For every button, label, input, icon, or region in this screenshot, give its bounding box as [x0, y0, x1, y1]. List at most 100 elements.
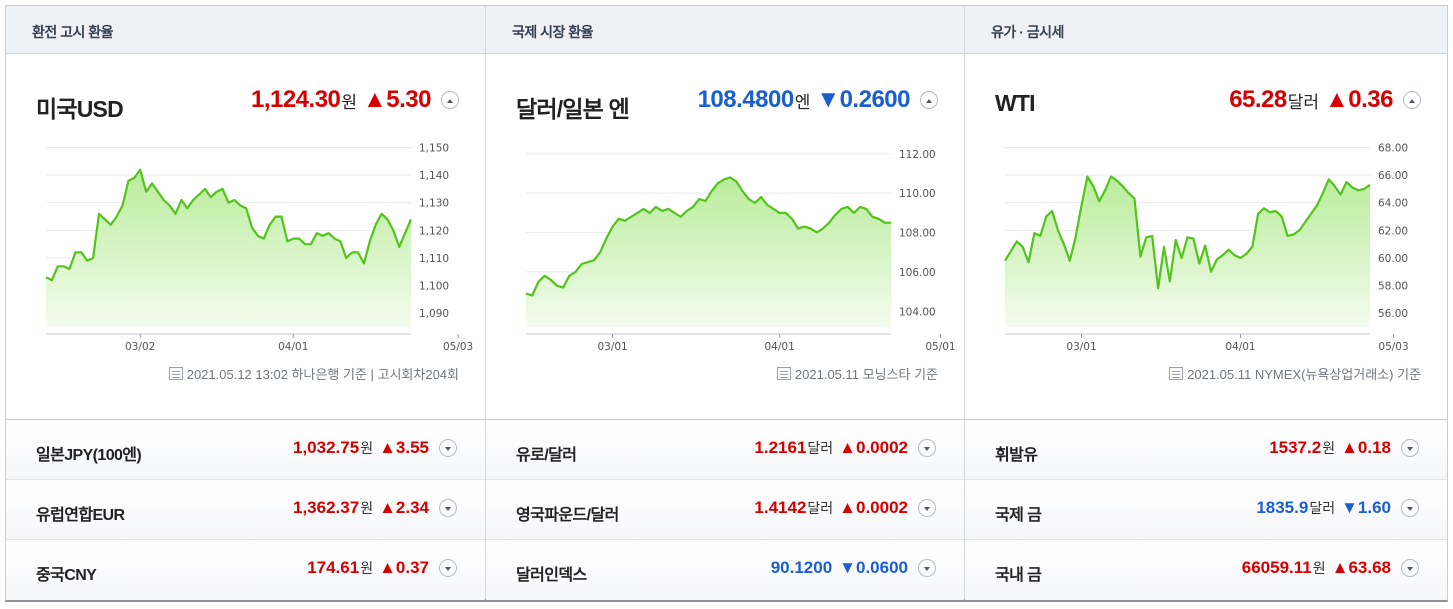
series-line [45, 168, 413, 282]
sub-rate-name: 달러인덱스 [516, 567, 587, 584]
y-tick-label: 1,110 [419, 253, 449, 265]
document-icon [168, 367, 183, 380]
main-rate-name: 달러/일본 엔 [516, 96, 630, 122]
x-tick-label: 03/02 [125, 341, 155, 353]
y-tick-label: 110.00 [899, 188, 936, 200]
sub-rate-name: 국내 금 [995, 567, 1042, 584]
chevron-down-icon[interactable] [918, 559, 936, 577]
sub-rate-name: 유럽연합EUR [36, 507, 125, 524]
sub-rate-value: 1835.9 [1256, 498, 1309, 517]
sub-rate-list: 휘발유 1537.2 원 ▲0.18 국제 금 1835.9 달러 ▼1.60 [965, 419, 1447, 600]
main-rate[interactable]: 달러/일본 엔 108.4800 엔 ▼0.2600 [486, 86, 964, 122]
document-icon [776, 367, 791, 380]
chevron-down-icon[interactable] [918, 439, 936, 457]
main-rate[interactable]: 미국USD 1,124.30 원 ▲5.30 [6, 86, 485, 122]
main-rate[interactable]: WTI 65.28 달러 ▲0.36 [965, 86, 1447, 120]
main-rate-value: 65.28 [1229, 86, 1287, 113]
source-note: 2021.05.11 NYMEX(뉴욕상업거래소) 기준 [1169, 364, 1421, 383]
panel-oil-gold: 유가 · 금시세 WTI 65.28 달러 ▲0.36 68.00 66.00 64… [965, 6, 1447, 600]
sub-rate-row[interactable]: 유럽연합EUR 1,362.37 원 ▲2.34 [6, 480, 485, 540]
sub-rate-change: ▼0.0600 [839, 558, 908, 577]
source-text: 2021.05.12 13:02 하나은행 기준 | 고시회차204회 [186, 367, 459, 382]
sub-rate-name: 국제 금 [995, 507, 1042, 524]
sub-rate-name: 휘발유 [995, 447, 1038, 464]
source-text: 2021.05.11 NYMEX(뉴욕상업거래소) 기준 [1187, 367, 1421, 382]
sub-rate-change: ▲2.34 [379, 498, 429, 517]
panel-header[interactable]: 유가 · 금시세 [965, 6, 1447, 54]
sub-rate-row[interactable]: 휘발유 1537.2 원 ▲0.18 [965, 420, 1447, 480]
sub-rate-unit: 원 [1312, 560, 1326, 576]
sub-rate-unit: 달러 [1309, 500, 1336, 516]
y-tick-label: 1,150 [419, 143, 449, 155]
sub-rate-value: 1,362.37 [293, 498, 360, 517]
x-tick-label: 04/01 [765, 341, 795, 353]
main-rate-change: ▲0.36 [1325, 86, 1393, 113]
sub-rate-change: ▲0.37 [379, 558, 429, 577]
sub-rate-row[interactable]: 영국파운드/달러 1.4142 달러 ▲0.0002 [486, 480, 964, 540]
sub-rate-name: 유로/달러 [516, 447, 577, 464]
sub-rate-row[interactable]: 중국CNY 174.61 원 ▲0.37 [6, 540, 485, 600]
x-tick-label: 05/01 [925, 341, 955, 353]
sub-rate-row[interactable]: 일본JPY(100엔) 1,032.75 원 ▲3.55 [6, 420, 485, 480]
sub-rate-unit: 원 [360, 560, 374, 576]
x-tick-label: 04/01 [278, 341, 308, 353]
y-tick-label: 56.00 [1378, 308, 1408, 320]
chevron-down-icon[interactable] [1401, 499, 1419, 517]
source-text: 2021.05.11 모닝스타 기준 [794, 367, 938, 382]
trend-chart: 68.00 66.00 64.00 62.00 60.00 58.00 56.00 03/01… [1004, 143, 1409, 353]
chevron-up-icon[interactable] [1403, 91, 1421, 109]
y-tick-label: 104.00 [899, 306, 936, 318]
sub-rate-change: ▲0.0002 [839, 498, 908, 517]
sub-rate-change: ▲63.68 [1331, 558, 1391, 577]
chevron-up-icon[interactable] [920, 91, 938, 109]
area-fill [46, 169, 411, 327]
main-rate-unit: 달러 [1287, 92, 1320, 112]
sub-rate-row[interactable]: 유로/달러 1.2161 달러 ▲0.0002 [486, 420, 964, 480]
sub-rate-row[interactable]: 국제 금 1835.9 달러 ▼1.60 [965, 480, 1447, 540]
x-tick-label: 05/03 [443, 341, 473, 353]
chevron-down-icon[interactable] [918, 499, 936, 517]
chevron-down-icon[interactable] [1401, 559, 1419, 577]
series-line [525, 176, 891, 297]
y-tick-label: 1,140 [419, 170, 449, 182]
area-fill [526, 177, 891, 327]
chevron-down-icon[interactable] [439, 439, 457, 457]
sub-rate-name: 중국CNY [36, 567, 97, 584]
main-rate-unit: 엔 [794, 92, 811, 112]
area-fill [1005, 176, 1370, 327]
y-tick-label: 108.00 [899, 228, 936, 240]
sub-rate-list: 유로/달러 1.2161 달러 ▲0.0002 영국파운드/달러 1.4142 … [486, 419, 964, 600]
sub-rate-change: ▲0.18 [1341, 438, 1391, 457]
chevron-down-icon[interactable] [1401, 439, 1419, 457]
sub-rate-row[interactable]: 달러인덱스 90.1200 ▼0.0600 [486, 540, 964, 600]
y-tick-label: 58.00 [1378, 281, 1408, 293]
sub-rate-change: ▲0.0002 [839, 438, 908, 457]
trend-chart: 112.00 110.00 108.00 106.00 104.00 03/01 04/01… [525, 149, 956, 353]
y-tick-label: 62.00 [1378, 225, 1408, 237]
sub-rate-list: 일본JPY(100엔) 1,032.75 원 ▲3.55 유럽연합EUR 1,3… [6, 419, 485, 600]
sub-rate-value: 174.61 [307, 558, 360, 577]
source-note: 2021.05.11 모닝스타 기준 [776, 364, 938, 383]
panel-header[interactable]: 국제 시장 환율 [486, 6, 964, 54]
chevron-down-icon[interactable] [439, 559, 457, 577]
y-tick-label: 112.00 [899, 149, 936, 161]
source-note: 2021.05.12 13:02 하나은행 기준 | 고시회차204회 [168, 364, 459, 383]
sub-rate-value: 1,032.75 [293, 438, 360, 457]
sub-rate-name: 일본JPY(100엔) [36, 447, 142, 464]
sub-rate-value: 1.2161 [754, 438, 807, 457]
main-rate-change: ▼0.2600 [816, 86, 910, 113]
chevron-down-icon[interactable] [439, 499, 457, 517]
y-tick-label: 106.00 [899, 267, 936, 279]
y-tick-label: 1,120 [419, 225, 449, 237]
sub-rate-value: 66059.11 [1241, 558, 1312, 577]
document-icon [1169, 367, 1184, 380]
main-rate-name: WTI [995, 90, 1036, 116]
chevron-up-icon[interactable] [441, 91, 459, 109]
y-tick-label: 64.00 [1378, 198, 1408, 210]
sub-rate-unit: 원 [360, 500, 374, 516]
panel-header[interactable]: 환전 고시 환율 [6, 6, 485, 54]
y-tick-label: 1,130 [419, 198, 449, 210]
panel-exchange: 환전 고시 환율 미국USD 1,124.30 원 ▲5.30 1,150 1,1… [6, 6, 486, 600]
sub-rate-row[interactable]: 국내 금 66059.11 원 ▲63.68 [965, 540, 1447, 600]
x-tick-label: 03/01 [597, 341, 627, 353]
